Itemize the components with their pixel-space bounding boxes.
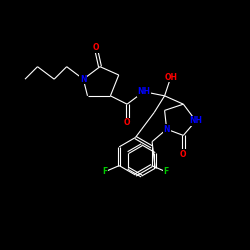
Text: N: N — [80, 75, 86, 84]
Text: O: O — [92, 44, 99, 52]
Text: F: F — [102, 168, 107, 176]
Text: O: O — [124, 118, 130, 128]
Text: N: N — [164, 125, 170, 134]
Text: O: O — [180, 150, 186, 159]
Text: NH: NH — [137, 87, 150, 96]
Text: NH: NH — [189, 116, 202, 125]
Text: OH: OH — [164, 72, 177, 82]
Text: F: F — [164, 168, 169, 176]
